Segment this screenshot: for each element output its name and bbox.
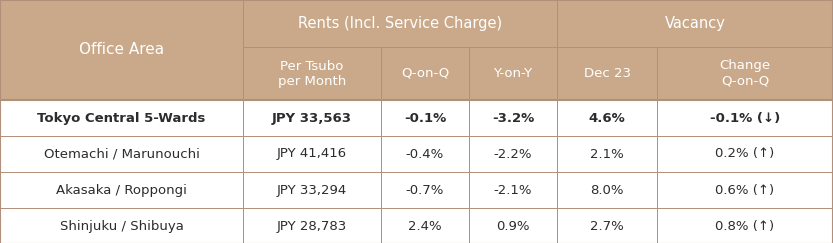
Text: -0.1%: -0.1% (404, 112, 446, 124)
Text: 0.6% (↑): 0.6% (↑) (716, 183, 775, 197)
Bar (0, 100, 243, 136)
Text: 2.4%: 2.4% (408, 219, 441, 233)
Text: Y-on-Y: Y-on-Y (493, 67, 532, 80)
Bar (0, 208, 243, 243)
Bar (469, 100, 557, 136)
Text: Dec 23: Dec 23 (583, 67, 631, 80)
Text: Per Tsubo
per Month: Per Tsubo per Month (278, 60, 347, 87)
Text: 2.7%: 2.7% (590, 219, 624, 233)
Text: Otemachi / Marunouchi: Otemachi / Marunouchi (43, 148, 199, 160)
Bar (243, 136, 381, 172)
Text: JPY 41,416: JPY 41,416 (277, 148, 347, 160)
Bar (557, 172, 657, 208)
Bar (557, 0, 833, 47)
Bar (381, 47, 469, 100)
Bar (557, 100, 657, 136)
Text: 0.8% (↑): 0.8% (↑) (716, 219, 775, 233)
Text: -0.1% (↓): -0.1% (↓) (710, 112, 781, 124)
Text: JPY 33,563: JPY 33,563 (272, 112, 352, 124)
Bar (557, 47, 657, 100)
Text: 0.2% (↑): 0.2% (↑) (716, 148, 775, 160)
Bar (0, 136, 243, 172)
Text: 8.0%: 8.0% (591, 183, 624, 197)
Text: Vacancy: Vacancy (665, 16, 726, 31)
Bar (381, 208, 469, 243)
Bar (243, 208, 381, 243)
Bar (657, 208, 833, 243)
Text: 4.6%: 4.6% (589, 112, 626, 124)
Bar (243, 47, 381, 100)
Text: Tokyo Central 5-Wards: Tokyo Central 5-Wards (37, 112, 206, 124)
Text: JPY 33,294: JPY 33,294 (277, 183, 347, 197)
Text: -2.1%: -2.1% (494, 183, 532, 197)
Text: Akasaka / Roppongi: Akasaka / Roppongi (56, 183, 187, 197)
Text: JPY 28,783: JPY 28,783 (277, 219, 347, 233)
Bar (0, 0, 243, 100)
Bar (469, 136, 557, 172)
Text: Change
Q-on-Q: Change Q-on-Q (720, 60, 771, 87)
Bar (657, 136, 833, 172)
Bar (381, 136, 469, 172)
Bar (469, 172, 557, 208)
Bar (0, 172, 243, 208)
Text: Shinjuku / Shibuya: Shinjuku / Shibuya (60, 219, 183, 233)
Bar (657, 100, 833, 136)
Bar (657, 172, 833, 208)
Bar (243, 172, 381, 208)
Text: 0.9%: 0.9% (496, 219, 530, 233)
Text: -0.4%: -0.4% (406, 148, 444, 160)
Text: Q-on-Q: Q-on-Q (401, 67, 449, 80)
Bar (243, 100, 381, 136)
Text: Office Area: Office Area (79, 43, 164, 58)
Text: -3.2%: -3.2% (491, 112, 534, 124)
Bar (381, 172, 469, 208)
Text: -0.7%: -0.7% (406, 183, 444, 197)
Bar (469, 47, 557, 100)
Bar (469, 208, 557, 243)
Text: 2.1%: 2.1% (590, 148, 624, 160)
Text: -2.2%: -2.2% (494, 148, 532, 160)
Bar (557, 208, 657, 243)
Bar (657, 47, 833, 100)
Bar (557, 136, 657, 172)
Text: Rents (Incl. Service Charge): Rents (Incl. Service Charge) (298, 16, 502, 31)
Bar (381, 100, 469, 136)
Bar (243, 0, 557, 47)
